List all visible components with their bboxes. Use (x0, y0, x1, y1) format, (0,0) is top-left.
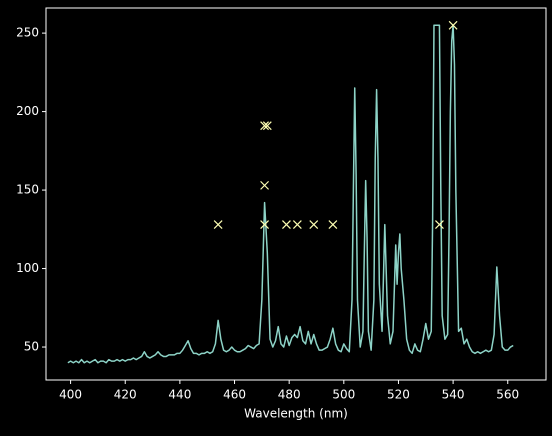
x-marker (328, 220, 338, 230)
x-marker-stroke (309, 220, 319, 230)
x-marker (448, 20, 458, 30)
y-tick-label: 50 (24, 340, 39, 354)
x-marker (435, 220, 444, 230)
x-tick-label: 560 (496, 388, 519, 402)
y-tick-label: 150 (16, 183, 39, 197)
x-marker (262, 121, 272, 131)
x-marker-stroke (260, 220, 270, 230)
spectrum-line (67, 24, 514, 364)
x-marker (260, 121, 270, 131)
x-marker-stroke (292, 220, 302, 230)
axes-frame (45, 7, 547, 381)
x-tick-label: 420 (114, 388, 137, 402)
x-marker-stroke (435, 220, 444, 230)
x-marker (292, 220, 302, 230)
x-marker-stroke (262, 121, 272, 131)
x-tick-label: 440 (168, 388, 191, 402)
x-tick-label: 500 (332, 388, 355, 402)
x-axis-label: Wavelength (nm) (244, 407, 348, 421)
x-marker (260, 220, 270, 230)
x-marker-stroke (213, 220, 223, 230)
x-tick-label: 400 (59, 388, 82, 402)
x-marker-stroke (282, 220, 291, 230)
x-tick-label: 460 (223, 388, 246, 402)
x-tick-label: 520 (387, 388, 410, 402)
x-marker (282, 220, 291, 230)
x-marker-stroke (448, 20, 458, 30)
x-marker (213, 220, 223, 230)
x-marker-stroke (260, 121, 270, 131)
x-marker-stroke (328, 220, 338, 230)
x-marker (309, 220, 319, 230)
y-tick-label: 200 (16, 104, 39, 118)
y-tick-label: 250 (16, 26, 39, 40)
x-marker (260, 180, 270, 190)
x-tick-label: 480 (278, 388, 301, 402)
y-tick-label: 100 (16, 261, 39, 275)
x-tick-label: 540 (442, 388, 465, 402)
x-marker-stroke (260, 180, 270, 190)
